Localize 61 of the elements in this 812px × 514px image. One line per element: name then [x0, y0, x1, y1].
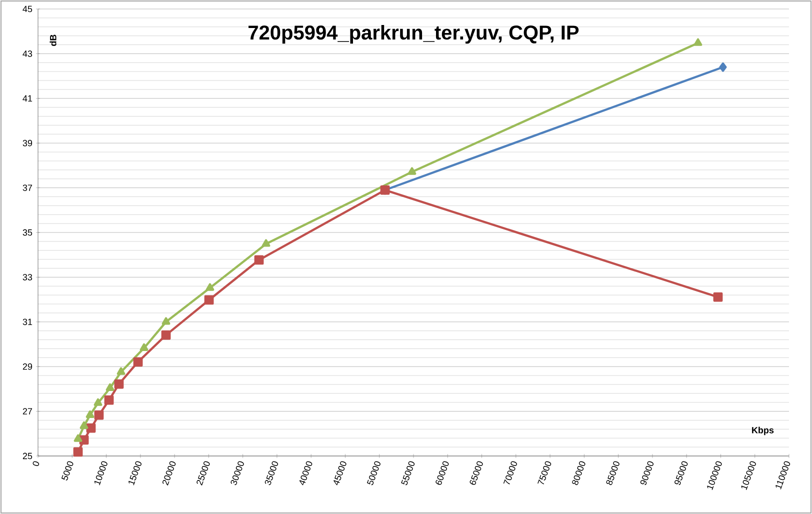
point — [161, 330, 171, 340]
x-tick-label: 80000 — [572, 461, 586, 486]
x-tick-label: 15000 — [128, 461, 142, 486]
point — [162, 317, 170, 325]
x-tick-label: 75000 — [538, 461, 552, 484]
point — [133, 357, 143, 367]
point — [204, 295, 214, 305]
point — [114, 379, 124, 389]
point — [713, 292, 723, 302]
point — [140, 343, 148, 351]
point — [116, 367, 126, 375]
x-tick-label: 5000 — [61, 461, 74, 480]
y-tick-label: 35 — [22, 229, 32, 236]
x-tick-label: 10000 — [94, 461, 108, 486]
point — [73, 447, 83, 457]
point — [80, 421, 88, 429]
point — [719, 62, 727, 72]
x-tick-label: 45000 — [334, 461, 346, 486]
y-tick-label: 29 — [22, 363, 32, 370]
x-tick-label: 35000 — [264, 461, 278, 486]
point — [262, 239, 270, 247]
y-axis-title: dB — [50, 34, 56, 46]
x-tick-label: 25000 — [196, 461, 210, 486]
point — [86, 410, 94, 418]
x-tick-label: 70000 — [503, 461, 517, 484]
y-tick-label: 41 — [22, 95, 32, 102]
x-tick-label: 85000 — [606, 461, 620, 486]
y-tick-label: 33 — [22, 274, 32, 280]
x-axis-title: Kbps — [752, 426, 774, 436]
y-tick-label: 37 — [22, 184, 32, 191]
point — [408, 167, 416, 175]
x-tick-label: 90000 — [640, 461, 654, 485]
x-tick-label: 100000 — [707, 461, 722, 490]
y-tick-label: 45 — [22, 6, 32, 12]
point — [106, 383, 114, 391]
point — [206, 283, 214, 291]
y-tick-label: 27 — [22, 408, 32, 414]
point — [94, 398, 102, 406]
y-tick-label: 39 — [22, 140, 32, 146]
point — [86, 423, 96, 433]
y-tick-label: 31 — [22, 318, 32, 326]
x-tick-label: 60000 — [436, 461, 449, 485]
y-tick-label: 25 — [22, 452, 32, 460]
x-tick-label: 20000 — [162, 461, 176, 486]
x-tick-label: 110000 — [776, 461, 790, 490]
x-tick-label: 30000 — [230, 461, 244, 486]
y-tick-label: 43 — [22, 50, 32, 57]
point — [694, 38, 702, 46]
text: 720p5994_parkrun_ter.yuv, CQP, IP — [248, 24, 579, 44]
x-tick-label: 0 — [32, 461, 40, 466]
x-tick-label: 105000 — [741, 461, 756, 490]
point — [79, 435, 89, 445]
x-tick-label: 65000 — [470, 461, 483, 485]
x-tick-label: 40000 — [299, 461, 312, 486]
point — [254, 255, 264, 265]
point — [74, 434, 82, 442]
x-tick-label: 50000 — [366, 461, 380, 486]
x-tick-label: 55000 — [401, 461, 415, 486]
point — [104, 395, 114, 405]
x-tick-label: 95000 — [674, 461, 688, 485]
point — [94, 410, 104, 420]
